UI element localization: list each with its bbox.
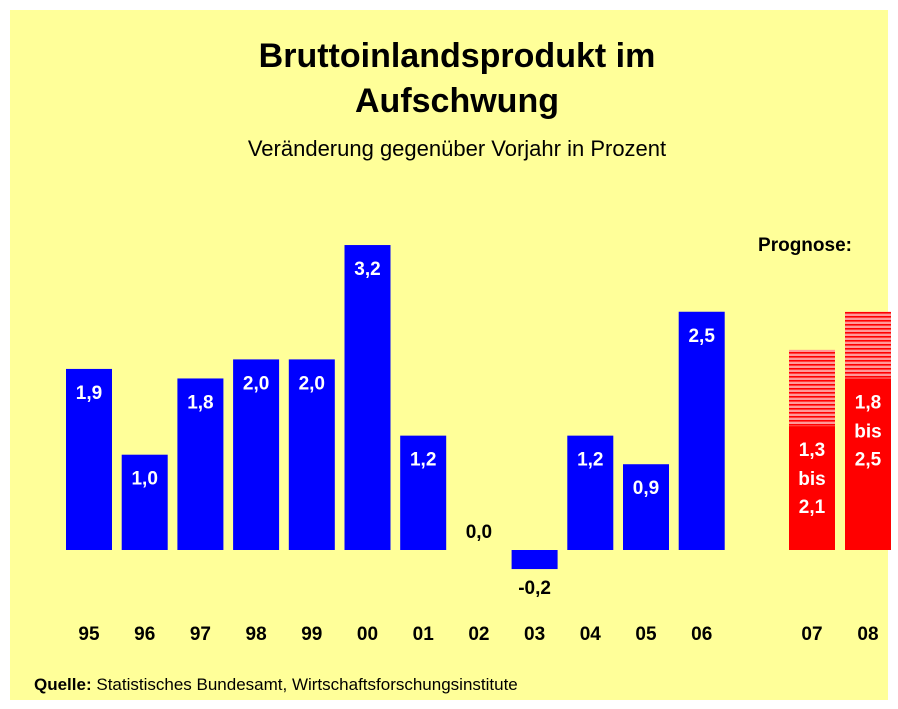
forecast-range — [789, 349, 835, 427]
x-tick-label: 02 — [468, 624, 489, 645]
x-tick-label: 98 — [246, 624, 267, 645]
forecast-low — [789, 426, 835, 550]
x-tick-label: 08 — [857, 624, 878, 645]
chart-subtitle: Veränderung gegenüber Vorjahr in Prozent — [248, 136, 666, 161]
title-line: Aufschwung — [355, 82, 559, 120]
x-tick-label: 99 — [301, 624, 322, 645]
bar — [567, 435, 614, 550]
x-tick-label: 05 — [635, 624, 657, 645]
value-label: 3,2 — [354, 259, 380, 280]
source-text: Statistisches Bundesamt, Wirtschaftsfors… — [96, 675, 517, 694]
x-tick-label: 07 — [801, 624, 822, 645]
x-tick-label: 96 — [134, 624, 155, 645]
x-tick-label: 06 — [691, 624, 712, 645]
x-tick-label: 95 — [78, 624, 100, 645]
x-tick-label: 00 — [357, 624, 378, 645]
value-label: 1,8 — [855, 392, 881, 413]
value-label: 2,5 — [688, 326, 715, 347]
value-label: 0,9 — [633, 478, 659, 499]
value-label: 2,5 — [855, 449, 882, 470]
value-label: 2,1 — [799, 497, 826, 518]
value-label: 2,0 — [299, 373, 325, 394]
bar — [121, 454, 168, 550]
bar — [66, 368, 112, 550]
value-label: 1,9 — [76, 383, 102, 404]
bar — [344, 245, 391, 551]
value-label: 1,0 — [131, 469, 157, 490]
title-line: Bruttoinlandsprodukt im — [259, 37, 656, 75]
source-label: Quelle: — [34, 675, 92, 694]
forecast-annotation: Prognose: — [758, 235, 852, 256]
value-label: 0,0 — [466, 522, 492, 543]
bar — [511, 550, 558, 570]
x-tick-label: 97 — [190, 624, 211, 645]
bar — [233, 359, 280, 550]
x-tick-label: 03 — [524, 624, 545, 645]
value-label: 1,2 — [410, 450, 436, 471]
bar — [400, 435, 447, 550]
value-label: bis — [854, 421, 881, 442]
background — [10, 10, 888, 700]
value-label: -0,2 — [518, 578, 551, 599]
value-label: 1,2 — [577, 450, 603, 471]
bar — [288, 359, 335, 550]
x-tick-label: 04 — [580, 624, 602, 645]
value-label: 2,0 — [243, 373, 269, 394]
x-tick-label: 01 — [413, 624, 435, 645]
bar — [678, 311, 725, 550]
value-label: 1,8 — [187, 392, 213, 413]
value-label: 1,3 — [799, 440, 825, 461]
bar — [177, 378, 224, 550]
forecast-range — [845, 311, 891, 379]
chart-title: Bruttoinlandsprodukt im Aufschwung — [259, 37, 656, 120]
bar — [623, 464, 669, 550]
forecast-low — [845, 378, 891, 550]
source: Quelle: Statistisches Bundesamt, Wirtsch… — [34, 675, 518, 694]
value-label: bis — [798, 469, 825, 490]
